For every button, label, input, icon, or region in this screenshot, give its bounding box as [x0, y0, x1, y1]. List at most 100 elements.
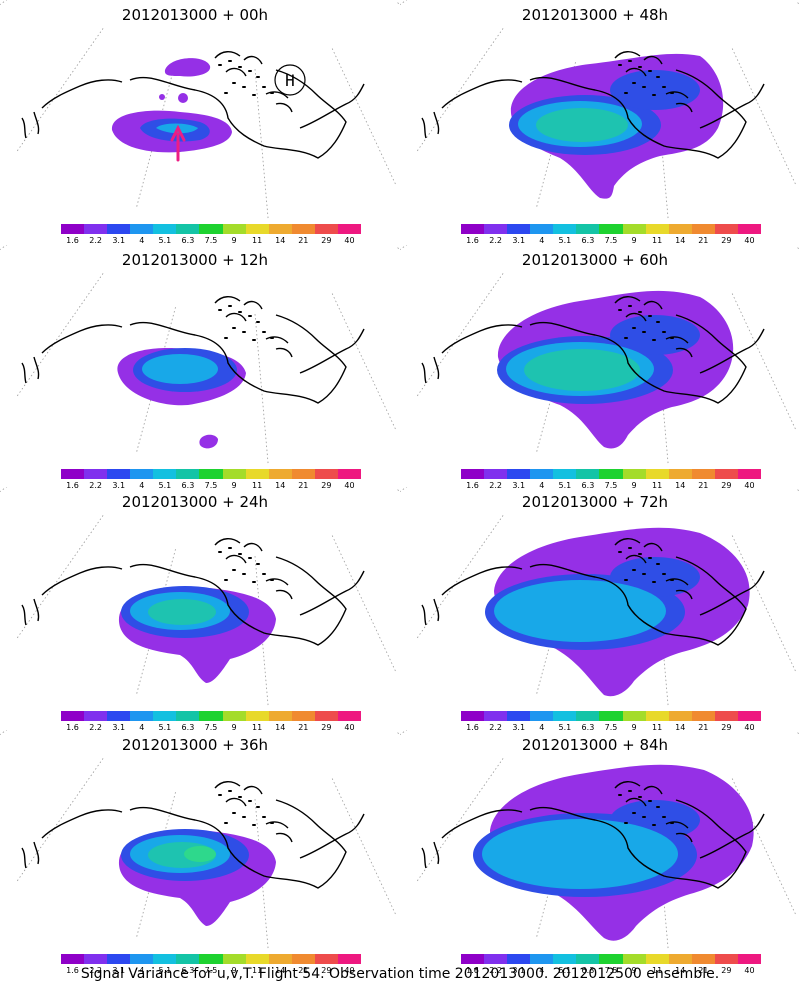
- colorbar-swatch: [645, 954, 669, 964]
- colorbar-swatch: [337, 711, 362, 721]
- colorbar-label: 2.2: [89, 723, 102, 732]
- colorbar-swatch: [668, 954, 692, 964]
- observation-marker: H: [274, 64, 306, 96]
- colorbar-label: 5.1: [158, 966, 172, 975]
- colorbar-swatch: [599, 224, 623, 234]
- colorbar-swatch: [245, 469, 269, 479]
- colorbar-swatch: [107, 469, 131, 479]
- forecast-panel: 2012013000 + 36h 1.6 2.2 3.1 4 5.1 6.3 7.5 9 11 14…: [0, 730, 400, 975]
- colorbar-label: 4: [539, 236, 545, 245]
- colorbar-swatch: [222, 224, 246, 234]
- flight-track-arrow: [170, 124, 186, 162]
- colorbar-swatch: [622, 469, 646, 479]
- colorbar-swatch: [622, 711, 646, 721]
- colorbar-swatch: [61, 224, 85, 234]
- colorbar-swatch: [507, 469, 531, 479]
- colorbar-swatch: [222, 469, 246, 479]
- colorbar-label: 7.5: [204, 966, 218, 975]
- arctic-islands: [618, 790, 674, 826]
- colorbar-label: 2.2: [89, 481, 102, 490]
- colorbar-swatch: [645, 224, 669, 234]
- colorbar-swatch: [507, 711, 531, 721]
- colorbar-label: 14: [675, 236, 686, 245]
- variance-map: [400, 245, 800, 464]
- colorbar-swatch: [130, 224, 154, 234]
- colorbar-label: 29: [721, 723, 732, 732]
- variance-map: [0, 487, 400, 706]
- colorbar-label: 11: [652, 236, 663, 245]
- svg-text:H: H: [285, 71, 295, 90]
- colorbar-label: 3.1: [112, 481, 126, 490]
- colorbar-label: 4: [539, 481, 545, 490]
- colorbar-swatch: [130, 954, 154, 964]
- colorbar-swatch: [622, 954, 646, 964]
- colorbar-label: 4: [139, 723, 145, 732]
- colorbar-swatch: [737, 224, 762, 234]
- colorbar-swatch: [461, 224, 485, 234]
- colorbar-label: 11: [252, 723, 263, 732]
- colorbar-label: 14: [675, 481, 686, 490]
- colorbar-swatch: [153, 469, 177, 479]
- colorbar-label: 5.1: [558, 481, 572, 490]
- colorbar-label: 5.1: [558, 723, 572, 732]
- colorbar-swatch: [530, 954, 554, 964]
- colorbar-label: 29: [321, 236, 332, 245]
- colorbar-swatch: [645, 711, 669, 721]
- colorbar-label: 14: [675, 966, 686, 975]
- colorbar-labels: 1.6 2.2 3.1 4 5.1 6.3 7.5 9 11 14 21 29 40: [61, 236, 361, 246]
- colorbar-swatch: [668, 469, 692, 479]
- colorbar-swatch: [245, 954, 269, 964]
- colorbar-label: 3.1: [512, 481, 526, 490]
- panel-title: 2012013000 + 48h: [521, 6, 669, 24]
- colorbar-swatch: [314, 224, 338, 234]
- colorbar-swatch: [199, 224, 223, 234]
- colorbar-label: 9: [231, 236, 237, 245]
- colorbar-swatch: [130, 469, 154, 479]
- coastline: [21, 51, 365, 159]
- colorbar-swatch: [291, 954, 315, 964]
- colorbar-label: 2.2: [489, 723, 502, 732]
- colorbar-swatch: [576, 954, 600, 964]
- colorbar-label: 40: [744, 723, 755, 732]
- colorbar-label: 21: [698, 723, 709, 732]
- forecast-panel: 2012013000 + 48h 1.6 2.2 3.1 4 5.1 6.3 7.5 9 11 14…: [400, 0, 800, 245]
- colorbar-labels: 1.6 2.2 3.1 4 5.1 6.3 7.5 9 11 14 21 29 40: [461, 481, 761, 491]
- colorbar-label: 7.5: [204, 723, 218, 732]
- colorbar-label: 21: [698, 236, 709, 245]
- colorbar-swatch: [61, 711, 85, 721]
- panel-title: 2012013000 + 36h: [121, 736, 269, 754]
- variance-field: [497, 290, 734, 449]
- arctic-islands: [218, 547, 274, 583]
- colorbar-label: 4: [139, 236, 145, 245]
- colorbar-swatch: [199, 954, 223, 964]
- colorbar-label: 40: [344, 966, 355, 975]
- colorbar-swatch: [291, 469, 315, 479]
- colorbar-label: 7.5: [604, 481, 618, 490]
- colorbar-label: 1.6: [66, 723, 79, 732]
- colorbar-label: 5.1: [558, 966, 572, 975]
- colorbar-label: 14: [275, 236, 286, 245]
- colorbar-label: 1.6: [466, 723, 479, 732]
- colorbar-label: 1.6: [66, 966, 79, 975]
- colorbar-swatch: [268, 469, 292, 479]
- colorbar: [61, 224, 362, 234]
- colorbar-label: 3.1: [512, 723, 526, 732]
- panel-title: 2012013000 + 24h: [121, 493, 269, 511]
- colorbar: [61, 469, 362, 479]
- colorbar-label: 6.3: [581, 723, 595, 732]
- colorbar-swatch: [314, 954, 338, 964]
- colorbar-swatch: [553, 469, 577, 479]
- colorbar-label: 21: [298, 723, 309, 732]
- colorbar-swatch: [107, 954, 131, 964]
- colorbar-label: 9: [231, 723, 237, 732]
- forecast-panel: 2012013000 + 00h H 1.6 2.2 3.1 4 5.1 6.3 7.5 9 11 1…: [0, 0, 400, 245]
- map-grid: [0, 0, 400, 219]
- colorbar-label: 40: [744, 236, 755, 245]
- colorbar-swatch: [668, 224, 692, 234]
- forecast-panel: 2012013000 + 12h 1.6 2.2 3.1 4 5.1 6.3 7.5 9 11 14…: [0, 245, 400, 490]
- colorbar-label: 2.2: [489, 481, 502, 490]
- colorbar-swatch: [714, 954, 738, 964]
- colorbar-swatch: [61, 469, 85, 479]
- colorbar-swatch: [176, 224, 200, 234]
- colorbar-label: 29: [721, 481, 732, 490]
